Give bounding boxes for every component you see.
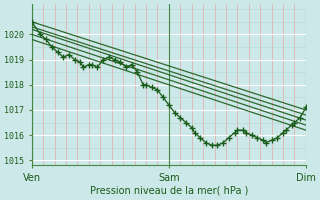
X-axis label: Pression niveau de la mer( hPa ): Pression niveau de la mer( hPa ): [90, 186, 248, 196]
